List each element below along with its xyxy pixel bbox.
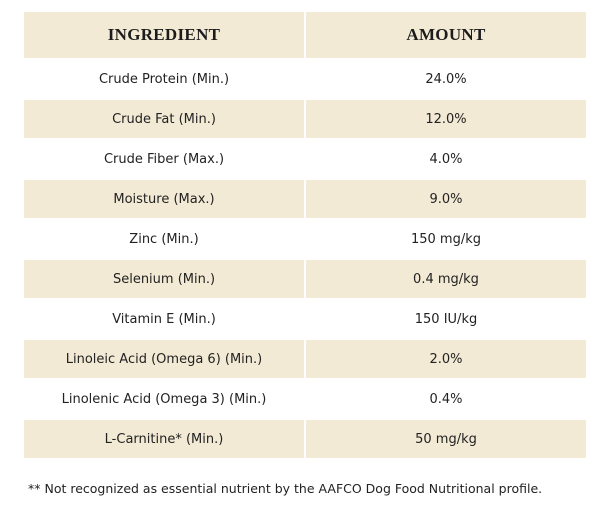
amount-cell: 12.0%	[304, 98, 588, 140]
ingredient-cell: Crude Fat (Min.)	[22, 98, 306, 140]
table-body: Crude Protein (Min.) 24.0% Crude Fat (Min.…	[22, 58, 588, 460]
amount-cell: 2.0%	[304, 338, 588, 380]
table-row: Moisture (Max.) 9.0%	[22, 178, 588, 220]
table-row: Crude Protein (Min.) 24.0%	[22, 58, 588, 100]
table-row: Zinc (Min.) 150 mg/kg	[22, 218, 588, 260]
ingredient-cell: Selenium (Min.)	[22, 258, 306, 300]
amount-cell: 4.0%	[304, 138, 588, 180]
ingredient-cell: Linoleic Acid (Omega 6) (Min.)	[22, 338, 306, 380]
table-row: Linoleic Acid (Omega 6) (Min.) 2.0%	[22, 338, 588, 380]
table-row: Vitamin E (Min.) 150 IU/kg	[22, 298, 588, 340]
header-row: INGREDIENT AMOUNT	[22, 10, 588, 60]
ingredient-cell: Vitamin E (Min.)	[22, 298, 306, 340]
header-cell: AMOUNT	[304, 10, 588, 60]
amount-cell: 0.4 mg/kg	[304, 258, 588, 300]
ingredient-cell: Crude Fiber (Max.)	[22, 138, 306, 180]
ingredient-cell: Crude Protein (Min.)	[22, 58, 306, 100]
amount-cell: 24.0%	[304, 58, 588, 100]
table-row: Selenium (Min.) 0.4 mg/kg	[22, 258, 588, 300]
amount-cell: 50 mg/kg	[304, 418, 588, 460]
amount-cell: 150 mg/kg	[304, 218, 588, 260]
footnote: ** Not recognized as essential nutrient …	[28, 481, 543, 496]
ingredient-cell: Zinc (Min.)	[22, 218, 306, 260]
nutrition-table: INGREDIENT AMOUNT Crude Protein (Min.) 24…	[22, 10, 588, 460]
table-row: Linolenic Acid (Omega 3) (Min.) 0.4%	[22, 378, 588, 420]
table-header: INGREDIENT AMOUNT	[22, 10, 588, 60]
ingredient-cell: L-Carnitine* (Min.)	[22, 418, 306, 460]
table-row: Crude Fat (Min.) 12.0%	[22, 98, 588, 140]
amount-cell: 9.0%	[304, 178, 588, 220]
amount-cell: 0.4%	[304, 378, 588, 420]
amount-cell: 150 IU/kg	[304, 298, 588, 340]
ingredient-cell: Linolenic Acid (Omega 3) (Min.)	[22, 378, 306, 420]
table-row: L-Carnitine* (Min.) 50 mg/kg	[22, 418, 588, 460]
ingredient-cell: Moisture (Max.)	[22, 178, 306, 220]
header-cell: INGREDIENT	[22, 10, 306, 60]
table-row: Crude Fiber (Max.) 4.0%	[22, 138, 588, 180]
